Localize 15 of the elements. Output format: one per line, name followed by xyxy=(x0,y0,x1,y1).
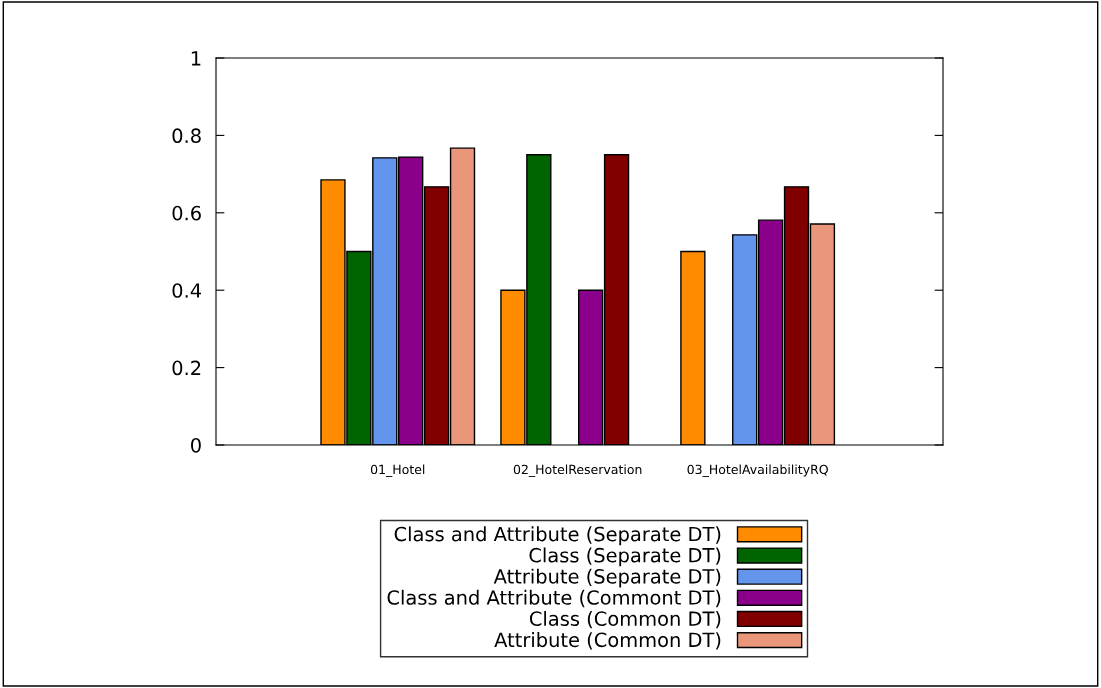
legend-label: Class (Separate DT) xyxy=(529,547,721,567)
legend-label: Attribute (Separate DT) xyxy=(493,568,721,588)
y-tick-label: 0.4 xyxy=(172,283,202,298)
y-tick-label: 0.6 xyxy=(172,205,201,221)
y-tick-label: 0.8 xyxy=(172,128,201,144)
x-tick-label: 01_Hotel xyxy=(370,464,425,477)
legend-label: Class and Attribute (Commont DT) xyxy=(387,589,721,608)
y-tick-label: 0.2 xyxy=(172,360,201,376)
x-tick-label: 03_HotelAvailabilityRQ xyxy=(687,464,828,477)
y-tick-label: 0 xyxy=(191,437,201,453)
x-tick-label: 02_HotelReservation xyxy=(513,464,642,477)
legend-label: Attribute (Common DT) xyxy=(494,632,721,650)
legend-label: Class and Attribute (Separate DT) xyxy=(394,526,721,546)
legend-label: Class (Common DT) xyxy=(529,610,721,629)
y-tick-label: 1 xyxy=(191,51,201,66)
